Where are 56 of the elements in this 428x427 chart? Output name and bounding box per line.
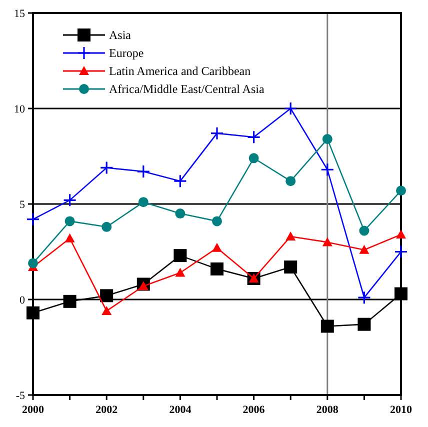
point — [396, 230, 406, 239]
point — [64, 216, 75, 226]
point — [359, 244, 370, 254]
point — [320, 320, 334, 333]
point — [212, 242, 222, 252]
y-tick-label: -5 — [16, 390, 26, 402]
point — [26, 306, 40, 320]
point — [286, 231, 296, 240]
point — [138, 281, 148, 290]
legend-label: Asia — [109, 28, 132, 42]
x-tick-label: 2002 — [96, 404, 118, 416]
point — [175, 268, 186, 277]
point — [247, 130, 261, 144]
x-tick-label: 2000 — [22, 404, 44, 416]
point — [102, 306, 112, 315]
legend-label: Latin America and Caribbean — [109, 64, 251, 78]
x-tick-label: 2006 — [242, 404, 266, 416]
x-tick-label: 2004 — [169, 404, 192, 416]
point — [102, 222, 112, 232]
point — [322, 237, 332, 246]
point — [100, 289, 114, 302]
point — [357, 290, 371, 304]
point — [394, 287, 408, 300]
point — [396, 186, 406, 196]
point — [359, 226, 370, 236]
point — [286, 176, 296, 186]
point — [26, 212, 40, 226]
point — [173, 174, 187, 188]
x-tick-label: 2010 — [390, 404, 412, 416]
point — [322, 134, 332, 144]
point — [284, 260, 298, 274]
y-tick-label: 10 — [14, 104, 26, 116]
legend-label: Europe — [109, 46, 144, 60]
y-tick-label: 5 — [20, 199, 26, 211]
point — [210, 126, 224, 140]
point — [358, 318, 371, 331]
point — [100, 160, 114, 175]
point — [64, 233, 75, 242]
point — [63, 193, 77, 207]
point — [174, 249, 187, 262]
y-tick-label: 15 — [14, 8, 26, 20]
legend-label: Africa/Middle East/Central Asia — [109, 82, 265, 96]
point — [175, 208, 186, 219]
point — [63, 294, 76, 308]
point — [394, 244, 408, 259]
point — [138, 197, 148, 208]
point — [28, 258, 38, 268]
point — [136, 164, 150, 178]
point — [320, 162, 334, 176]
point — [248, 153, 259, 164]
point — [212, 216, 222, 226]
point — [284, 102, 298, 116]
x-tick-label: 2008 — [316, 404, 339, 416]
point — [248, 273, 259, 282]
point — [210, 262, 224, 276]
y-tick-label: 0 — [20, 294, 26, 306]
